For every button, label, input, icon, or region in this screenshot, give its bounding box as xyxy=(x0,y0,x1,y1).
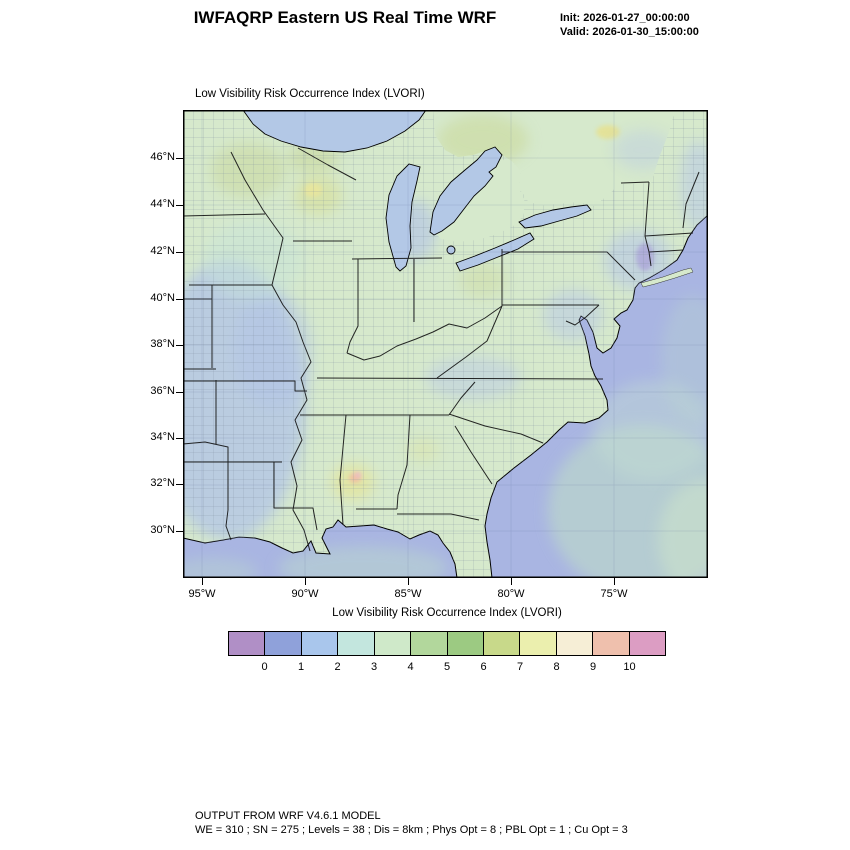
colorbar-cell xyxy=(265,632,302,655)
lon-axis-label: 95°W xyxy=(188,588,216,600)
lat-axis-label: 36°N xyxy=(150,385,175,397)
lon-axis-label: 80°W xyxy=(497,588,525,600)
lat-axis-tick xyxy=(176,483,183,485)
lat-axis-tick xyxy=(176,298,183,300)
colorbar-cell xyxy=(411,632,448,655)
footer-namelist: WE = 310 ; SN = 275 ; Levels = 38 ; Dis … xyxy=(195,824,628,836)
state-borders xyxy=(183,147,700,552)
page-title: IWFAQRP Eastern US Real Time WRF xyxy=(193,8,497,27)
colorbar-tick-label: 2 xyxy=(334,661,341,673)
lon-axis-tick xyxy=(407,578,409,585)
lat-axis-tick xyxy=(176,204,183,206)
colorbar-tick-label: 5 xyxy=(443,661,451,673)
lake-michigan xyxy=(385,163,421,272)
colorbar-tick-label: 0 xyxy=(261,661,268,673)
colorbar-tick-label: 9 xyxy=(589,661,597,673)
lake-huron xyxy=(429,146,503,236)
lake-erie xyxy=(455,232,535,272)
map-canvas xyxy=(183,110,708,578)
lat-axis-tick xyxy=(176,391,183,393)
graticule xyxy=(183,110,708,578)
lat-axis-label: 44°N xyxy=(150,198,175,210)
lake-st-clair xyxy=(446,245,456,255)
lat-axis-label: 30°N xyxy=(150,524,175,536)
colorbar-tick-label: 1 xyxy=(297,661,305,673)
lon-axis-tick xyxy=(510,578,512,585)
colorbar-cell xyxy=(338,632,375,655)
colorbar-tick-label: 6 xyxy=(480,661,487,673)
colorbar-label: Low Visibility Risk Occurrence Index (LV… xyxy=(332,607,562,619)
run-info: Init: 2026-01-27_00:00:00 Valid: 2026-01… xyxy=(560,11,699,39)
colorbar-cell xyxy=(629,632,666,655)
lat-axis-label: 38°N xyxy=(150,338,175,350)
map-frame xyxy=(183,110,708,578)
colorbar-tick-label: 7 xyxy=(516,661,524,673)
ocean-field-patches xyxy=(183,295,708,578)
lon-axis-tick xyxy=(201,578,203,585)
map-plot: 46°N 44°N 42°N 40°N 38°N 36°N 34°N 32°N 30°N 95°W… xyxy=(150,110,708,600)
colorbar-tick-label: 3 xyxy=(370,661,378,673)
lat-axis-label: 42°N xyxy=(150,245,175,257)
lat-axis-tick xyxy=(176,157,183,159)
lon-axis-tick xyxy=(304,578,306,585)
colorbar-cell xyxy=(229,632,266,655)
map-title: Low Visibility Risk Occurrence Index (LV… xyxy=(195,88,425,100)
colorbar-tick-label: 10 xyxy=(623,661,636,673)
colorbar-cell xyxy=(447,632,484,655)
lat-axis-tick xyxy=(176,251,183,253)
colorbar-cell xyxy=(301,632,339,655)
colorbar-cell xyxy=(483,632,521,655)
colorbar-cell xyxy=(374,632,412,655)
lon-axis-label: 85°W xyxy=(394,588,422,600)
long-island xyxy=(640,267,694,288)
lon-axis-label: 75°W xyxy=(600,588,628,600)
colorbar-tick-label: 4 xyxy=(407,661,414,673)
lake-ontario xyxy=(518,204,592,229)
lat-axis-label: 34°N xyxy=(150,431,175,443)
lon-axis-label: 90°W xyxy=(291,588,319,600)
lat-axis-tick xyxy=(176,530,183,532)
lat-axis-label: 46°N xyxy=(150,151,175,163)
colorbar-cell xyxy=(556,632,594,655)
valid-time: Valid: 2026-01-30_15:00:00 xyxy=(560,26,699,38)
lat-axis-tick xyxy=(176,344,183,346)
lat-axis-label: 32°N xyxy=(150,477,175,489)
colorbar-tick-label: 8 xyxy=(553,661,560,673)
great-lakes xyxy=(242,110,592,272)
lat-axis-label: 40°N xyxy=(150,292,175,304)
footer-model: OUTPUT FROM WRF V4.6.1 MODEL xyxy=(195,810,381,822)
colorbar-cell xyxy=(593,632,630,655)
lon-axis-tick xyxy=(613,578,615,585)
lake-superior xyxy=(242,110,427,153)
colorbar-cell xyxy=(520,632,557,655)
lat-axis-tick xyxy=(176,437,183,439)
init-time: Init: 2026-01-27_00:00:00 xyxy=(560,12,690,24)
colorbar xyxy=(228,631,666,656)
canada xyxy=(433,110,675,242)
